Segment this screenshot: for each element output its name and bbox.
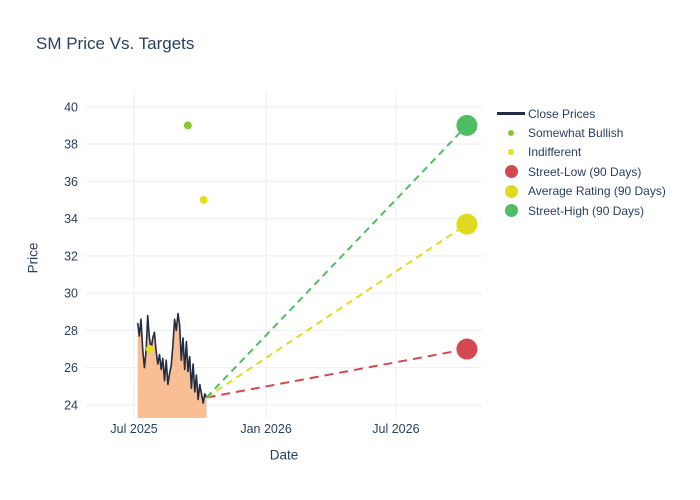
- legend-label-somewhat-bullish: Somewhat Bullish: [528, 126, 624, 141]
- x-axis-title: Date: [269, 447, 299, 463]
- legend-label-street-low: Street-Low (90 Days): [528, 164, 642, 179]
- close-prices-line[interactable]: [136, 312, 208, 404]
- sentiment-point-somewhat-bullish[interactable]: [183, 121, 192, 130]
- y-tick-label: 32: [64, 249, 78, 263]
- target-trend-line-street-low-days-[interactable]: [206, 348, 468, 399]
- target-marker-street-low-days-[interactable]: [456, 338, 478, 360]
- legend-item-street-low[interactable]: Street-Low (90 Days): [494, 162, 666, 181]
- legend-label-indifferent: Indifferent: [528, 145, 582, 160]
- x-tick-label: Jan 2026: [240, 422, 291, 436]
- legend-item-average-rating[interactable]: Average Rating (90 Days): [494, 182, 666, 201]
- close-prices-line-swatch: [497, 112, 525, 115]
- y-tick-label: 26: [64, 361, 78, 375]
- average-rating-dot-icon: [504, 184, 518, 198]
- y-tick-label: 30: [64, 287, 78, 301]
- target-trend-line-street-high-days-[interactable]: [205, 124, 468, 399]
- sentiment-point-indifferent[interactable]: [199, 195, 208, 204]
- target-trend-line-average-rating-days-[interactable]: [205, 223, 468, 399]
- legend-item-close-prices[interactable]: Close Prices: [494, 104, 666, 123]
- sentiment-point-indifferent[interactable]: [145, 345, 154, 354]
- y-tick-label: 24: [64, 398, 78, 412]
- legend-item-somewhat-bullish[interactable]: Somewhat Bullish: [494, 123, 666, 142]
- y-tick-label: 40: [64, 100, 78, 114]
- y-axis-title: Price: [25, 242, 41, 274]
- legend-item-street-high[interactable]: Street-High (90 Days): [494, 201, 666, 220]
- x-tick-label: Jul 2025: [110, 422, 157, 436]
- legend-label-street-high: Street-High (90 Days): [528, 203, 645, 218]
- target-marker-street-high-days-[interactable]: [456, 114, 478, 136]
- legend-label-average-rating: Average Rating (90 Days): [528, 184, 666, 199]
- legend-label-close-prices: Close Prices: [528, 106, 596, 121]
- indifferent-dot-icon: [508, 149, 514, 156]
- somewhat-bullish-dot-icon: [508, 130, 514, 137]
- y-tick-label: 36: [64, 175, 78, 189]
- legend-item-indifferent[interactable]: Indifferent: [494, 143, 666, 162]
- y-tick-label: 38: [64, 138, 78, 152]
- y-tick-label: 34: [64, 212, 78, 226]
- street-high-dot-icon: [504, 204, 518, 218]
- target-marker-average-rating-days-[interactable]: [456, 213, 478, 235]
- legend: Close Prices Somewhat Bullish Indifferen…: [494, 104, 666, 220]
- street-low-dot-icon: [504, 165, 518, 179]
- x-tick-label: Jul 2026: [372, 422, 419, 436]
- chart-title: SM Price Vs. Targets: [36, 34, 195, 53]
- y-tick-label: 28: [64, 324, 78, 338]
